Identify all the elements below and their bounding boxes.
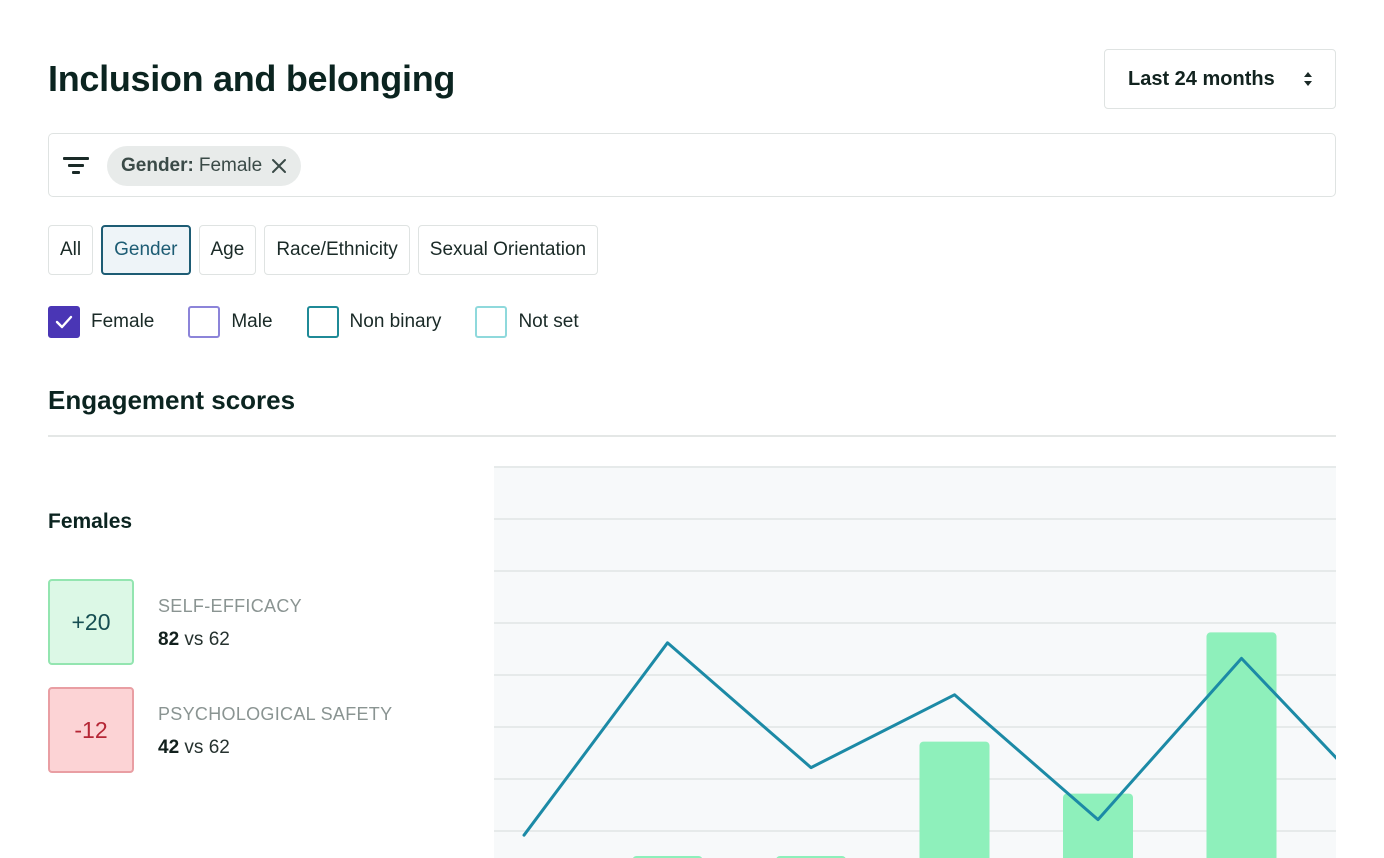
metric-self-efficacy: +20 SELF-EFFICACY 82 vs 62 (48, 579, 302, 665)
delta-badge: +20 (48, 579, 134, 665)
checkbox-not-set[interactable]: Not set (475, 306, 579, 338)
delta-badge: -12 (48, 687, 134, 773)
gender-checkboxes: Female Male Non binary Not set (48, 306, 579, 338)
tab-label: Race/Ethnicity (276, 239, 398, 260)
metric-versus: vs 62 (184, 737, 230, 758)
checkbox-box[interactable] (306, 306, 339, 338)
filter-chip-value: Female (198, 155, 263, 176)
filter-chip-key: Gender: (121, 155, 194, 176)
section-title: Engagement scores (48, 385, 296, 415)
tab-age[interactable]: Age (198, 225, 257, 275)
page-title: Inclusion and belonging (48, 58, 456, 99)
chart-bar (1063, 793, 1133, 858)
tab-label: Age (210, 239, 245, 260)
filter-icon[interactable] (63, 155, 89, 175)
tab-sexual-orientation[interactable]: Sexual Orientation (417, 225, 599, 275)
checkbox-male[interactable]: Male (188, 306, 273, 338)
plot-background (494, 466, 1336, 858)
metric-value: 82 (158, 629, 180, 650)
checkbox-label: Not set (518, 311, 579, 332)
metric-values: 42 vs 62 (158, 737, 392, 759)
sort-updown-icon (1304, 72, 1312, 86)
chart-bar (1206, 632, 1277, 858)
group-title: Females (48, 510, 133, 533)
chart-line (522, 641, 1336, 837)
period-select[interactable]: Last 24 months (1104, 49, 1336, 109)
chart-bar (919, 741, 990, 858)
metric-value: 42 (158, 737, 180, 758)
period-select-value: Last 24 months (1128, 67, 1275, 90)
checkbox-label: Female (91, 311, 155, 332)
checkbox-female[interactable]: Female (48, 306, 154, 338)
divider (48, 435, 1336, 437)
engagement-chart-svg (494, 466, 1336, 858)
metric-name: SELF-EFFICACY (158, 596, 302, 616)
tab-label: Gender (114, 239, 178, 260)
checkbox-label: Non binary (349, 311, 442, 332)
filter-chip-gender: Gender: Female (107, 146, 302, 186)
metric-name: PSYCHOLOGICAL SAFETY (158, 704, 393, 724)
tab-label: Sexual Orientation (429, 239, 587, 260)
checkbox-box[interactable] (48, 306, 80, 338)
tab-race-ethnicity[interactable]: Race/Ethnicity (264, 225, 410, 275)
metric-versus: vs 62 (184, 629, 230, 650)
tab-label: All (60, 239, 82, 260)
tab-gender[interactable]: Gender (101, 225, 191, 275)
engagement-chart (494, 466, 1336, 858)
metric-values: 82 vs 62 (158, 629, 302, 651)
checkmark-icon (55, 315, 73, 329)
checkbox-non-binary[interactable]: Non binary (306, 306, 442, 338)
checkbox-box[interactable] (188, 306, 221, 338)
checkbox-box[interactable] (475, 306, 508, 338)
tab-all[interactable]: All (48, 225, 94, 275)
metric-psychological-safety: -12 PSYCHOLOGICAL SAFETY 42 vs 62 (48, 687, 392, 773)
close-icon[interactable] (271, 158, 287, 174)
checkbox-label: Male (231, 311, 273, 332)
filter-bar: Gender: Female (48, 133, 1336, 197)
segment-tabs: All Gender Age Race/Ethnicity Sexual Ori… (48, 225, 599, 275)
